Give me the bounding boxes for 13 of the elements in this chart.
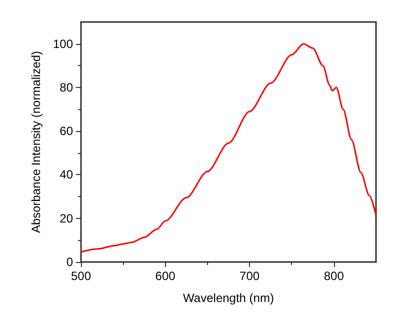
x-axis-title: Wavelength (nm) (183, 291, 274, 305)
y-axis-title: Absorbance Intensity (normalized) (29, 50, 44, 234)
x-tick-label: 500 (70, 269, 92, 283)
y-tick-label: 80 (60, 80, 74, 94)
x-tick-label: 600 (155, 269, 176, 283)
y-tick-label: 0 (66, 255, 74, 269)
y-tick-label: 100 (52, 36, 74, 51)
x-tick-label: 800 (324, 269, 344, 283)
y-tick-label: 40 (60, 168, 74, 182)
x-tick-label: 700 (240, 269, 260, 283)
line-series (80, 43, 377, 253)
y-tick-label: 60 (60, 124, 74, 138)
y-tick-label: 20 (60, 211, 74, 226)
